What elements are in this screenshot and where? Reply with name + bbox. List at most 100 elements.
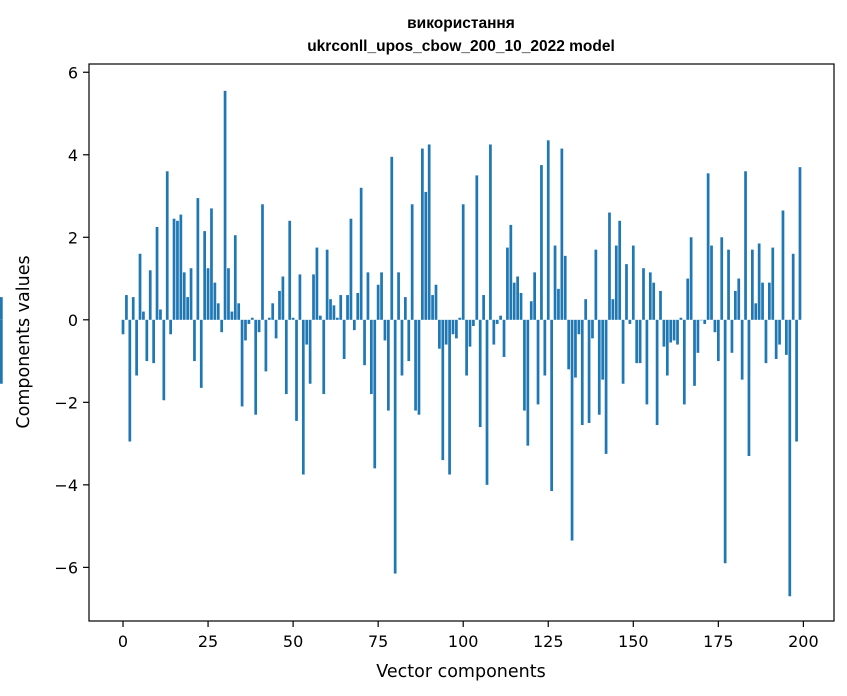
y-tick-label: −6 <box>54 558 78 577</box>
bar <box>686 278 690 320</box>
bar <box>727 249 730 320</box>
x-tick-label: 175 <box>703 632 734 651</box>
bar <box>587 319 591 423</box>
bar <box>478 319 482 428</box>
bar <box>502 319 506 357</box>
bar <box>312 274 315 320</box>
bar <box>458 317 462 320</box>
bar <box>295 319 298 421</box>
bar <box>523 319 526 411</box>
bar <box>448 319 451 475</box>
bar-series <box>0 90 802 597</box>
bar <box>421 148 424 320</box>
bar <box>757 243 761 320</box>
bar <box>339 295 343 320</box>
bar <box>318 315 322 320</box>
bar <box>785 319 788 355</box>
bar <box>696 319 700 353</box>
bar <box>499 315 502 320</box>
bar <box>723 319 727 564</box>
bar <box>604 319 608 454</box>
bar <box>754 303 758 320</box>
bar <box>383 319 387 341</box>
bar <box>227 268 230 320</box>
bar <box>366 272 370 320</box>
bar <box>169 319 172 335</box>
bar <box>438 319 441 349</box>
bar <box>584 299 588 320</box>
x-axis-label: Vector components <box>376 662 545 682</box>
chart-title-line1: використання <box>407 15 515 32</box>
bar <box>325 249 329 320</box>
bar <box>451 319 455 335</box>
bar <box>774 319 778 360</box>
bar <box>485 319 489 485</box>
bar <box>791 253 795 320</box>
bar <box>247 319 251 324</box>
bar <box>189 268 193 320</box>
bar <box>213 282 217 320</box>
bar <box>162 319 166 401</box>
x-tick-label: 150 <box>618 632 649 651</box>
bar <box>250 317 254 320</box>
bar <box>577 319 581 335</box>
bar <box>713 319 717 333</box>
y-tick-label: 6 <box>68 63 78 82</box>
bar <box>400 319 404 376</box>
bar <box>516 276 519 320</box>
bar <box>441 319 445 461</box>
bar <box>597 319 601 415</box>
bar <box>404 297 407 320</box>
bar <box>751 249 754 320</box>
bar <box>346 295 349 320</box>
x-tick-label: 125 <box>533 632 564 651</box>
bar <box>199 319 203 388</box>
bar <box>540 165 543 320</box>
bar <box>356 292 360 320</box>
bar <box>567 319 571 370</box>
bar <box>284 319 288 395</box>
bar <box>455 319 458 339</box>
bar <box>492 319 496 345</box>
x-axis-ticks: 0 25 50 75 100 125 150 175 200 <box>118 621 819 651</box>
bar <box>543 319 547 376</box>
bar <box>271 303 275 320</box>
bar <box>795 319 798 442</box>
bar <box>536 319 540 405</box>
bar <box>648 272 652 320</box>
bar <box>699 319 703 321</box>
bar <box>509 224 513 320</box>
bar <box>230 311 234 320</box>
bar <box>580 319 584 426</box>
bar <box>635 319 639 364</box>
bar <box>716 319 720 362</box>
bar <box>390 156 394 320</box>
y-axis-label: Components values <box>14 255 34 428</box>
bar <box>512 282 516 320</box>
bar <box>747 319 751 456</box>
bar <box>761 282 764 320</box>
bar <box>526 319 530 446</box>
x-tick-label: 25 <box>198 632 218 651</box>
bar <box>465 319 468 376</box>
bar <box>261 204 264 320</box>
bar <box>560 148 564 320</box>
bar <box>703 319 707 324</box>
bar <box>427 144 431 320</box>
bar <box>414 319 417 411</box>
bar <box>322 319 326 395</box>
bar <box>720 237 724 320</box>
bar <box>373 319 377 469</box>
bar <box>176 220 179 320</box>
bar <box>737 278 741 320</box>
bar <box>778 319 781 345</box>
bar <box>744 171 747 320</box>
bar <box>557 288 560 320</box>
bar <box>376 284 380 320</box>
bar <box>216 303 220 320</box>
bar <box>608 212 611 320</box>
bar <box>489 144 492 320</box>
bar <box>329 299 332 320</box>
x-tick-label: 200 <box>788 632 819 651</box>
